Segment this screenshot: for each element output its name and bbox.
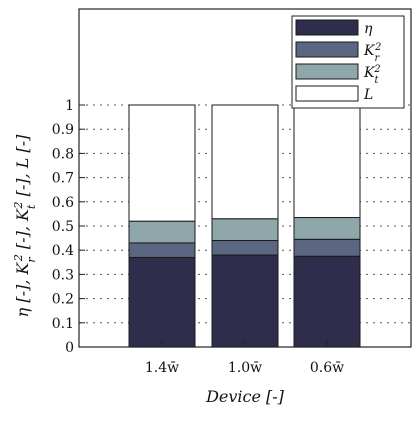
y-tick-label: 0.1 (52, 316, 74, 332)
legend-label: Kr2 (363, 42, 381, 64)
legend-swatch (295, 41, 359, 58)
legend-label: η (364, 21, 373, 37)
y-axis-title: η [-], Kr2 [-], Kt2 [-], L [-] (12, 134, 38, 317)
x-tick-label: 1.4w̄ (145, 360, 179, 376)
bar-segment (211, 240, 279, 256)
y-tick-label: 0.3 (52, 267, 74, 283)
bar-segment (128, 220, 196, 244)
y-tick-label: 0.4 (52, 243, 74, 259)
bars (128, 104, 361, 348)
legend-label: Kt2 (363, 64, 381, 86)
y-tick-label: 0.8 (52, 146, 74, 162)
x-ticks: 1.4w̄ 1.0w̄ 0.6w̄ (145, 341, 344, 376)
y-tick-label: 0.9 (52, 122, 74, 138)
y-tick-label: 0 (65, 340, 74, 356)
bar-segment (128, 104, 196, 222)
legend-swatch (295, 19, 359, 36)
x-axis-title: Device [-] (205, 387, 285, 406)
legend-swatch (295, 63, 359, 80)
bar-segment (211, 104, 279, 220)
bar-segment (293, 217, 361, 240)
y-tick-label: 0.7 (52, 171, 74, 187)
bar-segment (293, 104, 361, 219)
y-tick-label: 0.6 (52, 195, 74, 211)
y-tick-label: 1 (65, 98, 74, 114)
y-tick-label: 0.2 (52, 292, 74, 308)
y-ticks: 0 0.1 0.2 0.3 0.4 0.5 0.6 0.7 0.8 0.9 1 (52, 98, 85, 356)
y-tick-label: 0.5 (52, 219, 74, 235)
bar-segment (128, 242, 196, 258)
bar-segment (211, 254, 279, 348)
bar-segment (211, 218, 279, 242)
bar-segment (128, 256, 196, 348)
x-tick-label: 0.6w̄ (310, 360, 344, 376)
bar-segment (293, 255, 361, 348)
legend-label: L (363, 87, 373, 103)
bar-segment (293, 238, 361, 257)
x-tick-label: 1.0w̄ (228, 360, 262, 376)
legend-swatch (295, 85, 359, 102)
